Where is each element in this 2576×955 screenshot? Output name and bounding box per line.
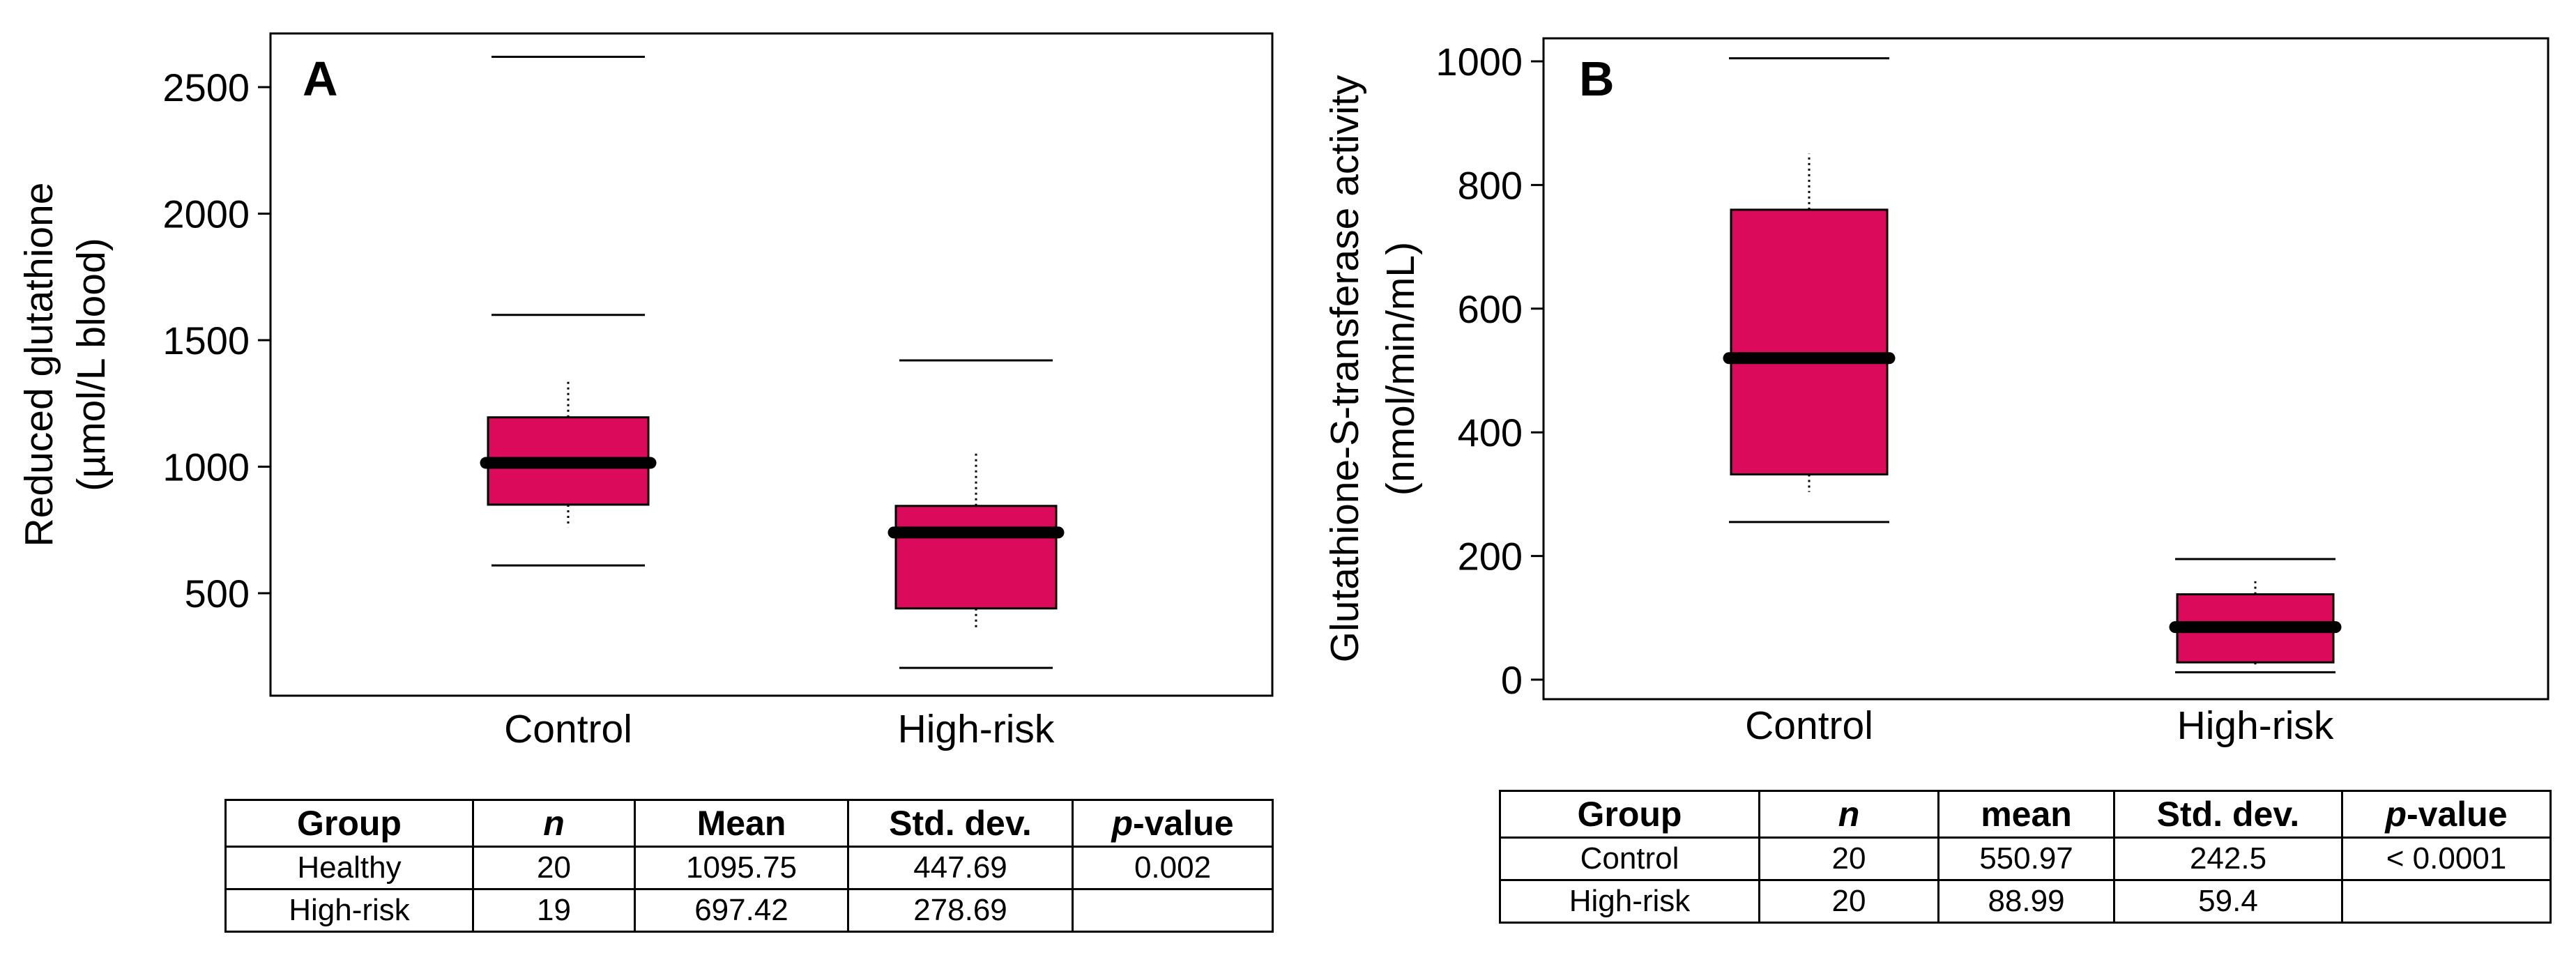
panel-label: A [303, 52, 338, 106]
cell-n: 19 [472, 888, 636, 933]
col-header-p-value: p-value [2341, 790, 2552, 839]
cell-p-value: 0.002 [1072, 846, 1274, 890]
col-header-std-dev: Std. dev. [2113, 790, 2343, 839]
table-row: High-risk 19 697.42 278.69 [224, 888, 1274, 933]
stats-table-b: Group n mean Std. dev. p-value Control 2… [1499, 790, 2552, 924]
col-header-n: n [1758, 790, 1939, 839]
box-control [1723, 57, 1896, 524]
cell-mean: 88.99 [1937, 879, 2115, 924]
y-axis-label: (µmol/L blood) [69, 238, 114, 491]
x-category-label: High-risk [898, 707, 1055, 751]
table-row: Healthy 20 1095.75 447.69 0.002 [224, 846, 1274, 890]
plot-frame [1542, 37, 2550, 701]
cell-std-dev: 278.69 [847, 888, 1074, 933]
iqr-box [894, 505, 1058, 610]
cell-n: 20 [1758, 836, 1939, 881]
col-header-group: Group [224, 799, 474, 848]
chart-panel-a: 500 1000 1500 2000 2500 Reduced glutathione (µ… [17, 32, 1274, 751]
y-tick-label: 800 [1458, 163, 1523, 207]
box-high-risk [887, 359, 1065, 669]
col-header-mean: Mean [634, 799, 849, 848]
box-high-risk [2169, 558, 2342, 673]
y-tick-label: 2500 [162, 66, 250, 109]
cell-p-value: < 0.0001 [2341, 836, 2552, 881]
y-axis-label: Reduced glutathione [17, 183, 61, 547]
cell-n: 20 [472, 846, 636, 890]
x-category-label: Control [504, 707, 632, 751]
stats-table-a: Group n Mean Std. dev. p-value Healthy 2… [224, 799, 1274, 933]
table-header-row: Group n mean Std. dev. p-value [1499, 790, 2552, 839]
y-tick-label: 200 [1458, 535, 1523, 579]
col-header-group: Group [1499, 790, 1760, 839]
plot-frame [269, 32, 1274, 697]
box-control [480, 55, 657, 567]
y-tick-label: 0 [1501, 658, 1523, 702]
y-axis-label: (nmol/min/mL) [1378, 242, 1423, 496]
cell-group: Healthy [224, 846, 474, 890]
y-tick-label: 1000 [1435, 40, 1523, 84]
col-header-p-value: p-value [1072, 799, 1274, 848]
cell-std-dev: 447.69 [847, 846, 1074, 890]
iqr-box [1730, 208, 1889, 476]
y-tick-label: 2000 [162, 192, 250, 236]
chart-panel-b: 0 200 400 600 800 1000 Glutathione-S-transfera… [1323, 37, 2550, 748]
cell-p-value [2341, 879, 2552, 924]
col-header-n: n [472, 799, 636, 848]
y-tick-label: 500 [185, 572, 250, 616]
cell-n: 20 [1758, 879, 1939, 924]
y-tick-label: 1000 [162, 445, 250, 489]
cell-group: High-risk [224, 888, 474, 933]
x-category-label: High-risk [2177, 703, 2334, 748]
y-tick-label: 1500 [162, 319, 250, 362]
y-axis-label: Glutathione-S-transferase activity [1323, 75, 1367, 662]
col-header-mean: mean [1937, 790, 2115, 839]
col-header-std-dev: Std. dev. [847, 799, 1074, 848]
y-tick-label: 600 [1458, 287, 1523, 331]
table-header-row: Group n Mean Std. dev. p-value [224, 799, 1274, 848]
table-row: High-risk 20 88.99 59.4 [1499, 879, 2552, 924]
cell-std-dev: 59.4 [2113, 879, 2343, 924]
cell-mean: 1095.75 [634, 846, 849, 890]
table-row: Control 20 550.97 242.5 < 0.0001 [1499, 836, 2552, 881]
cell-std-dev: 242.5 [2113, 836, 2343, 881]
panel-label: B [1579, 52, 1615, 106]
cell-p-value [1072, 888, 1274, 933]
x-category-label: Control [1745, 703, 1873, 748]
cell-mean: 697.42 [634, 888, 849, 933]
cell-mean: 550.97 [1937, 836, 2115, 881]
cell-group: Control [1499, 836, 1760, 881]
cell-group: High-risk [1499, 879, 1760, 924]
y-tick-label: 400 [1458, 411, 1523, 454]
